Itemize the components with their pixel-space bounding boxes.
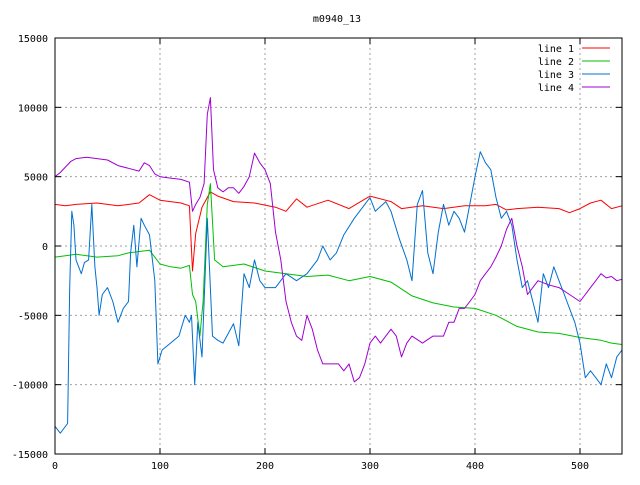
legend: line 1 line 2 line 3 line 4 bbox=[538, 44, 610, 94]
y-tick-label: 5000 bbox=[24, 173, 48, 184]
series-line-4 bbox=[54, 97, 623, 383]
x-tick-label: 300 bbox=[361, 461, 379, 472]
series-layer bbox=[54, 97, 623, 434]
y-tick-label: -5000 bbox=[18, 311, 48, 322]
chart-title: m0940_13 bbox=[313, 14, 361, 25]
series-line-3 bbox=[54, 151, 623, 434]
grid-layer bbox=[55, 38, 622, 454]
y-tick-label: -10000 bbox=[12, 381, 48, 392]
series-line-2 bbox=[54, 183, 623, 345]
y-tick-label: 0 bbox=[42, 242, 48, 253]
legend-label-2: line 2 bbox=[538, 57, 574, 68]
series-line-1 bbox=[54, 191, 623, 272]
legend-label-3: line 3 bbox=[538, 70, 574, 81]
legend-label-1: line 1 bbox=[538, 44, 574, 55]
x-tick-label: 0 bbox=[52, 461, 58, 472]
tick-layer: 0 100 200 300 400 500 -15000 -10000 -5000 0 5000 10… bbox=[12, 34, 622, 472]
x-tick-label: 400 bbox=[466, 461, 484, 472]
y-tick-label: -15000 bbox=[12, 450, 48, 461]
y-tick-label: 10000 bbox=[18, 103, 48, 114]
x-tick-label: 200 bbox=[256, 461, 274, 472]
y-tick-label: 15000 bbox=[18, 34, 48, 45]
x-tick-label: 100 bbox=[151, 461, 169, 472]
x-tick-label: 500 bbox=[571, 461, 589, 472]
legend-label-4: line 4 bbox=[538, 83, 574, 94]
